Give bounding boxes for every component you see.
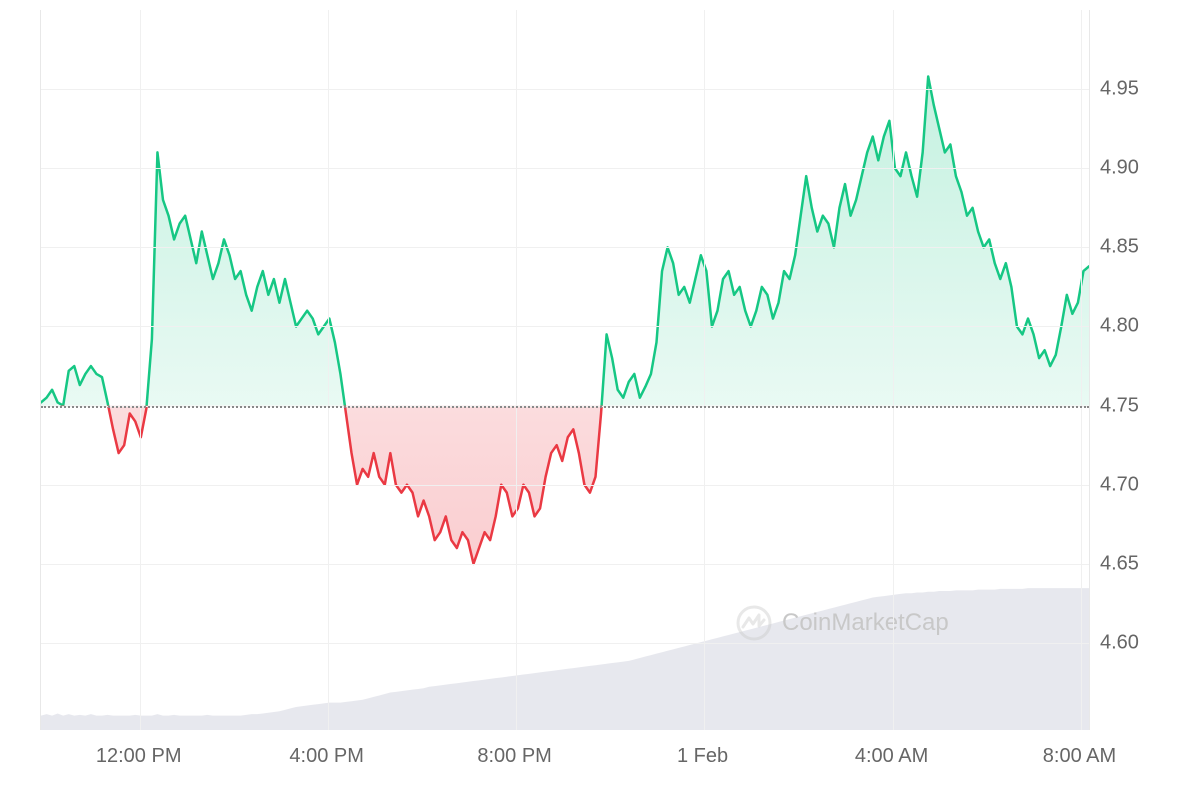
- area-above-baseline: [41, 76, 1089, 563]
- y-axis-label: 4.70: [1100, 473, 1139, 496]
- grid-line-v: [704, 10, 705, 730]
- grid-line-h: [41, 643, 1089, 644]
- grid-line-h: [41, 564, 1089, 565]
- x-axis-label: 12:00 PM: [96, 745, 182, 768]
- grid-line-h: [41, 326, 1089, 327]
- grid-line-h: [41, 89, 1089, 90]
- grid-line-h: [41, 485, 1089, 486]
- coinmarketcap-icon: [736, 605, 772, 641]
- y-axis-label: 4.95: [1100, 78, 1139, 101]
- grid-line-h: [41, 247, 1089, 248]
- x-axis-label: 8:00 AM: [1043, 745, 1116, 768]
- grid-line-v: [516, 10, 517, 730]
- watermark: CoinMarketCap: [736, 605, 949, 641]
- x-axis-label: 4:00 PM: [289, 745, 363, 768]
- y-axis-label: 4.85: [1100, 236, 1139, 259]
- grid-line-v: [140, 10, 141, 730]
- y-axis-label: 4.60: [1100, 631, 1139, 654]
- watermark-text: CoinMarketCap: [782, 609, 949, 637]
- x-axis-label: 8:00 PM: [477, 745, 551, 768]
- y-axis-label: 4.75: [1100, 394, 1139, 417]
- y-axis-label: 4.90: [1100, 157, 1139, 180]
- baseline: [41, 406, 1089, 408]
- grid-line-v: [1081, 10, 1082, 730]
- price-chart: CoinMarketCap: [40, 10, 1090, 730]
- y-axis-label: 4.80: [1100, 315, 1139, 338]
- grid-line-v: [328, 10, 329, 730]
- grid-line-v: [893, 10, 894, 730]
- grid-line-h: [41, 168, 1089, 169]
- y-axis-label: 4.65: [1100, 552, 1139, 575]
- x-axis-label: 1 Feb: [677, 745, 728, 768]
- x-axis-label: 4:00 AM: [855, 745, 928, 768]
